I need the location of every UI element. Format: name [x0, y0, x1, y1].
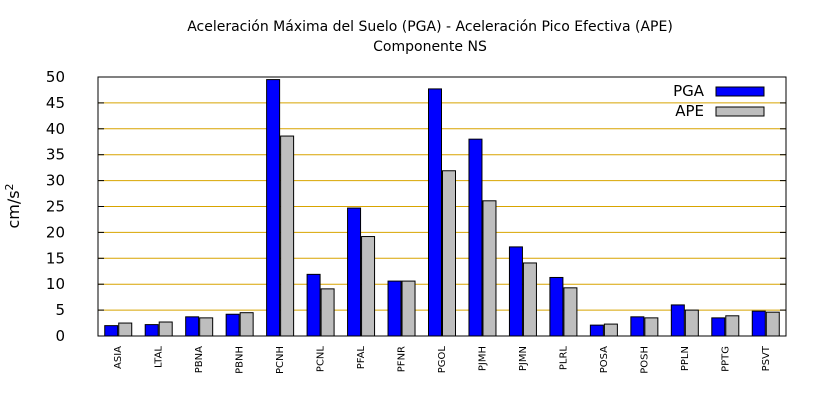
- bar-pga-pcnh: [266, 79, 281, 337]
- bar-ape-pcnh: [280, 135, 295, 337]
- x-category-label: PPTG: [720, 346, 731, 372]
- bar-ape-ppln: [684, 309, 699, 337]
- x-category-label: PFAL: [356, 346, 367, 370]
- x-category-label: PSVT: [761, 345, 772, 371]
- y-tick-label: 30: [46, 172, 65, 190]
- y-tick-label: 25: [46, 198, 65, 216]
- bar-pga-posa: [589, 324, 604, 337]
- bar-ape-pcnl: [320, 288, 335, 337]
- legend-swatch-ape: [715, 106, 765, 117]
- legend-swatch-pga: [715, 86, 765, 97]
- y-tick-labels: 0 5 10 15 20 25 30 35 40 45 50: [46, 68, 65, 345]
- x-category-label: LTAL: [154, 346, 165, 368]
- bars: [104, 79, 780, 337]
- bar-ape-posa: [603, 323, 618, 337]
- x-category-label: PCNL: [316, 346, 327, 372]
- bar-ape-posh: [644, 317, 659, 337]
- bar-ape-pfal: [361, 236, 376, 337]
- bar-pga-pptg: [711, 317, 726, 337]
- x-category-label: PJMH: [477, 346, 488, 371]
- bar-pga-ltal: [144, 324, 159, 337]
- y-axis-label: cm/s2: [3, 183, 23, 228]
- y-tick-label: 20: [46, 223, 65, 241]
- bar-ape-pfnr: [401, 280, 416, 337]
- x-category-label: POSA: [599, 346, 610, 373]
- x-category-label: PCNH: [275, 346, 286, 374]
- chart-subtitle: Componente NS: [373, 39, 487, 55]
- bar-pga-plrl: [549, 276, 564, 337]
- y-axis-label-exponent: 2: [3, 183, 16, 190]
- bar-pga-pgol: [428, 88, 442, 337]
- bar-pga-pfal: [347, 207, 362, 337]
- y-tick-label: 0: [55, 327, 65, 345]
- x-category-label: PFNR: [397, 346, 408, 372]
- bar-pga-asia: [104, 325, 119, 337]
- bar-ape-plrl: [563, 287, 578, 337]
- bar-pga-pjmn: [508, 246, 523, 337]
- x-category-label: PPLN: [680, 346, 691, 371]
- bar-pga-pbnh: [225, 313, 240, 337]
- bar-pga-pfnr: [387, 280, 402, 337]
- y-tick-label: 40: [46, 120, 65, 138]
- x-category-label: PLRL: [558, 346, 569, 371]
- bar-pga-ppln: [670, 304, 685, 337]
- x-category-label: PBNA: [194, 346, 205, 373]
- x-category-label: PBNH: [235, 346, 246, 374]
- legend-label-ape: APE: [675, 102, 704, 120]
- legend: PGA APE: [673, 82, 765, 120]
- x-category-label: PGOL: [437, 346, 448, 374]
- bar-ape-ltal: [158, 321, 173, 337]
- axis-ticks: [98, 76, 786, 337]
- x-category-labels: ASIA LTAL PBNA PBNH PCNH PCNL PFAL PFNR PGOL PJMH…: [113, 345, 772, 374]
- bar-ape-asia: [118, 322, 133, 337]
- bar-ape-psvt: [765, 311, 780, 337]
- y-axis-label-base: cm/s: [4, 190, 23, 228]
- bar-ape-pgol: [442, 170, 456, 337]
- y-tick-label: 45: [46, 94, 65, 112]
- x-category-label: ASIA: [113, 346, 124, 369]
- bar-ape-pbnh: [239, 312, 254, 337]
- bar-ape-pbna: [199, 317, 214, 337]
- bar-ape-pjmh: [482, 200, 497, 337]
- bar-pga-posh: [630, 316, 645, 337]
- chart-title: Aceleración Máxima del Suelo (PGA) - Ace…: [187, 19, 673, 35]
- bar-ape-pptg: [725, 315, 740, 337]
- bar-ape-pjmn: [522, 262, 537, 337]
- bar-pga-pjmh: [468, 138, 483, 337]
- y-tick-label: 15: [46, 249, 65, 267]
- y-tick-label: 35: [46, 146, 65, 164]
- x-category-label: POSH: [639, 346, 650, 374]
- bar-pga-pbna: [185, 316, 200, 337]
- bar-pga-psvt: [751, 310, 766, 337]
- legend-label-pga: PGA: [673, 82, 705, 100]
- bar-pga-pcnl: [306, 273, 321, 337]
- y-tick-label: 10: [46, 275, 65, 293]
- y-tick-label: 50: [46, 68, 65, 86]
- x-category-label: PJMN: [518, 346, 529, 371]
- y-tick-label: 5: [55, 301, 65, 319]
